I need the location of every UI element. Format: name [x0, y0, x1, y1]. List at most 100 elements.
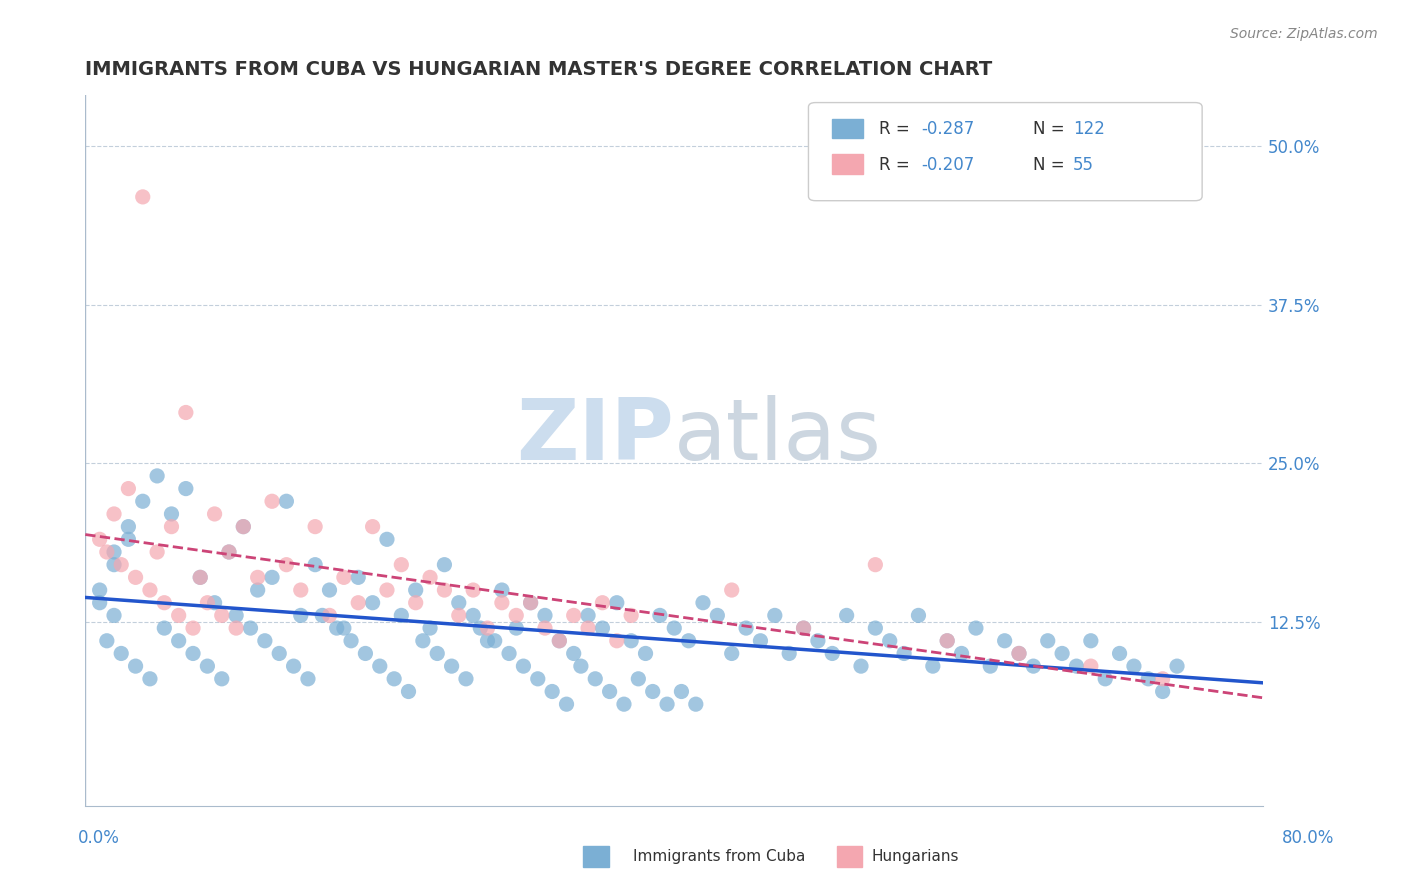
Text: Hungarians: Hungarians [872, 849, 959, 863]
Point [117, 519, 139, 533]
Text: 0.0%: 0.0% [77, 830, 120, 847]
Point [239, 621, 262, 635]
Point [398, 684, 420, 698]
Point [534, 608, 557, 623]
Point [347, 596, 370, 610]
Point [197, 596, 219, 610]
Point [167, 608, 190, 623]
Point [260, 494, 283, 508]
Point [188, 570, 211, 584]
Point [1152, 684, 1174, 698]
Text: Source: ZipAtlas.com: Source: ZipAtlas.com [1230, 27, 1378, 41]
Point [447, 608, 470, 623]
Point [936, 633, 959, 648]
Point [260, 570, 283, 584]
Point [463, 608, 485, 623]
Point [146, 545, 169, 559]
Point [153, 621, 176, 635]
Point [340, 633, 363, 648]
Text: 80.0%: 80.0% [1281, 830, 1334, 847]
Point [921, 659, 943, 673]
Point [89, 596, 111, 610]
Point [361, 519, 384, 533]
Point [879, 633, 901, 648]
Point [685, 697, 707, 711]
Point [735, 621, 758, 635]
Point [433, 558, 456, 572]
Point [232, 519, 254, 533]
Point [470, 621, 492, 635]
Point [405, 596, 427, 610]
Point [246, 570, 269, 584]
Point [218, 545, 240, 559]
Point [641, 684, 664, 698]
Point [433, 582, 456, 597]
Point [664, 621, 686, 635]
Point [225, 621, 247, 635]
Point [807, 633, 830, 648]
Text: N =: N = [1033, 156, 1070, 174]
Point [283, 659, 305, 673]
Point [562, 647, 585, 661]
Point [599, 684, 621, 698]
Point [548, 633, 571, 648]
Point [583, 672, 606, 686]
Point [634, 647, 657, 661]
Point [1066, 659, 1088, 673]
Point [132, 494, 155, 508]
Point [382, 672, 405, 686]
Point [613, 697, 636, 711]
Point [197, 659, 219, 673]
Point [103, 608, 125, 623]
Point [290, 608, 312, 623]
Point [419, 621, 441, 635]
Text: R =: R = [879, 156, 915, 174]
Point [505, 608, 527, 623]
Point [333, 570, 356, 584]
Point [304, 558, 326, 572]
Point [354, 647, 377, 661]
Point [290, 582, 312, 597]
Point [548, 633, 571, 648]
Point [720, 582, 742, 597]
Point [1036, 633, 1059, 648]
Point [218, 545, 240, 559]
Point [793, 621, 815, 635]
Point [318, 582, 340, 597]
Point [389, 558, 412, 572]
Point [865, 558, 887, 572]
Point [124, 570, 146, 584]
Point [793, 621, 815, 635]
Point [569, 659, 592, 673]
Point [426, 647, 449, 661]
Point [778, 647, 800, 661]
Point [484, 633, 506, 648]
Point [103, 545, 125, 559]
Point [534, 621, 557, 635]
Point [979, 659, 1001, 673]
Point [318, 608, 340, 623]
Point [110, 558, 132, 572]
Text: atlas: atlas [675, 395, 882, 478]
Point [835, 608, 858, 623]
Point [893, 647, 915, 661]
Point [96, 545, 118, 559]
Point [965, 621, 987, 635]
Point [454, 672, 477, 686]
Point [211, 672, 233, 686]
Point [1050, 647, 1073, 661]
Point [1108, 647, 1130, 661]
Point [89, 533, 111, 547]
Point [174, 482, 197, 496]
Point [648, 608, 671, 623]
Point [519, 596, 541, 610]
Point [994, 633, 1017, 648]
Point [325, 621, 347, 635]
Point [174, 405, 197, 419]
Point [405, 582, 427, 597]
Point [276, 494, 298, 508]
Point [333, 621, 356, 635]
Point [139, 582, 162, 597]
Point [671, 684, 693, 698]
Text: Immigrants from Cuba: Immigrants from Cuba [633, 849, 806, 863]
